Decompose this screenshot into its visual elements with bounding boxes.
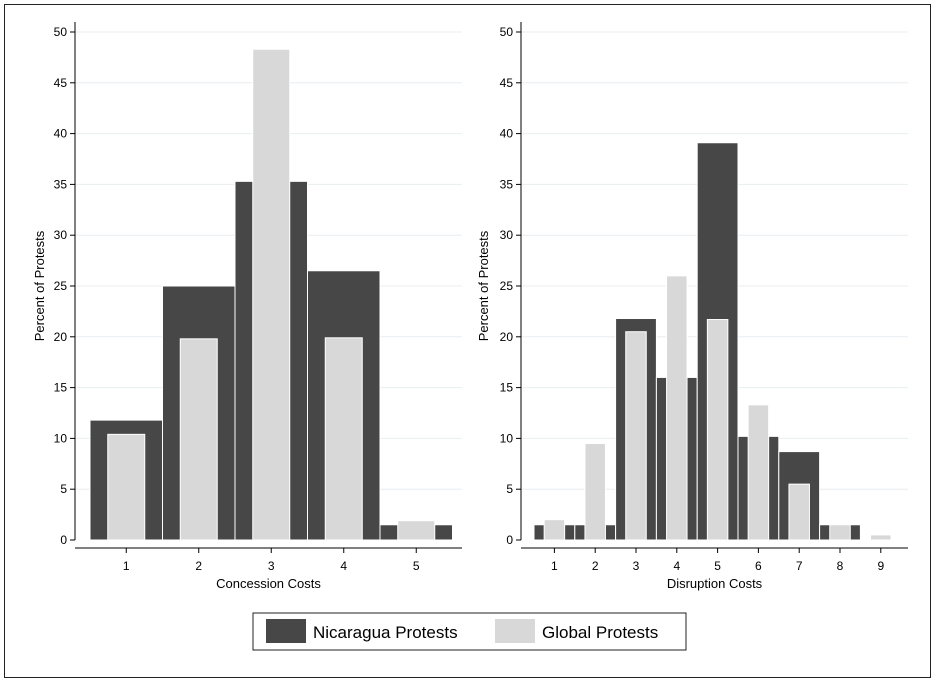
y-tick-label: 5 [506, 482, 513, 496]
legend-swatch-nicaragua [266, 619, 306, 643]
y-tick-label: 20 [54, 330, 68, 344]
legend-box [252, 612, 687, 651]
y-tick-label: 30 [54, 228, 68, 242]
x-tick-label: 5 [413, 559, 420, 573]
y-tick-label: 30 [500, 228, 514, 242]
y-tick-label: 50 [54, 25, 68, 39]
x-tick-label: 5 [714, 559, 721, 573]
x-tick-label: 3 [268, 559, 275, 573]
bar-global [666, 275, 688, 541]
figure-frame [4, 4, 931, 678]
x-tick-label: 1 [123, 559, 130, 573]
y-tick-label: 50 [500, 25, 514, 39]
y-tick-label: 0 [60, 533, 67, 547]
legend-label-nicaragua: Nicaragua Protests [313, 623, 458, 642]
x-tick-label: 3 [633, 559, 640, 573]
bar-global [397, 520, 436, 541]
y-tick-label: 10 [54, 431, 68, 445]
bar-global [788, 483, 810, 541]
y-tick-label: 10 [500, 431, 514, 445]
bar-global [252, 48, 291, 541]
y-tick-label: 20 [500, 330, 514, 344]
y-tick-label: 15 [500, 381, 514, 395]
x-axis-title: Concession Costs [216, 576, 321, 591]
bar-global [706, 319, 729, 541]
y-tick-label: 40 [54, 127, 68, 141]
bar-global [179, 338, 218, 541]
y-tick-label: 45 [500, 76, 514, 90]
y-tick-label: 35 [54, 177, 68, 191]
x-tick-label: 7 [796, 559, 803, 573]
bar-global [324, 337, 363, 541]
x-tick-label: 9 [877, 559, 884, 573]
bar-global [747, 404, 770, 541]
y-tick-label: 5 [60, 482, 67, 496]
y-tick-label: 35 [500, 177, 514, 191]
y-tick-label: 40 [500, 127, 514, 141]
y-tick-label: 15 [54, 381, 68, 395]
x-axis-title: Disruption Costs [667, 576, 763, 591]
y-axis-title: Percent of Protests [32, 230, 47, 341]
bar-global [107, 433, 146, 541]
bar-global [584, 442, 606, 541]
y-tick-label: 45 [54, 76, 68, 90]
x-tick-label: 6 [755, 559, 762, 573]
legend: Nicaragua Protests Global Protests [252, 612, 687, 651]
x-tick-label: 4 [673, 559, 680, 573]
y-tick-label: 25 [500, 279, 514, 293]
bar-global [625, 331, 647, 541]
bar-global [543, 519, 566, 541]
x-tick-label: 2 [195, 559, 202, 573]
legend-label-global: Global Protests [542, 623, 658, 642]
bar-global [870, 534, 892, 541]
x-tick-label: 4 [340, 559, 347, 573]
bar-global [829, 524, 851, 541]
y-tick-label: 0 [506, 533, 513, 547]
x-tick-label: 2 [592, 559, 599, 573]
x-tick-label: 8 [837, 559, 844, 573]
y-axis-title: Percent of Protests [476, 230, 491, 341]
x-tick-label: 1 [551, 559, 558, 573]
legend-swatch-global [495, 619, 535, 643]
y-tick-label: 25 [54, 279, 68, 293]
